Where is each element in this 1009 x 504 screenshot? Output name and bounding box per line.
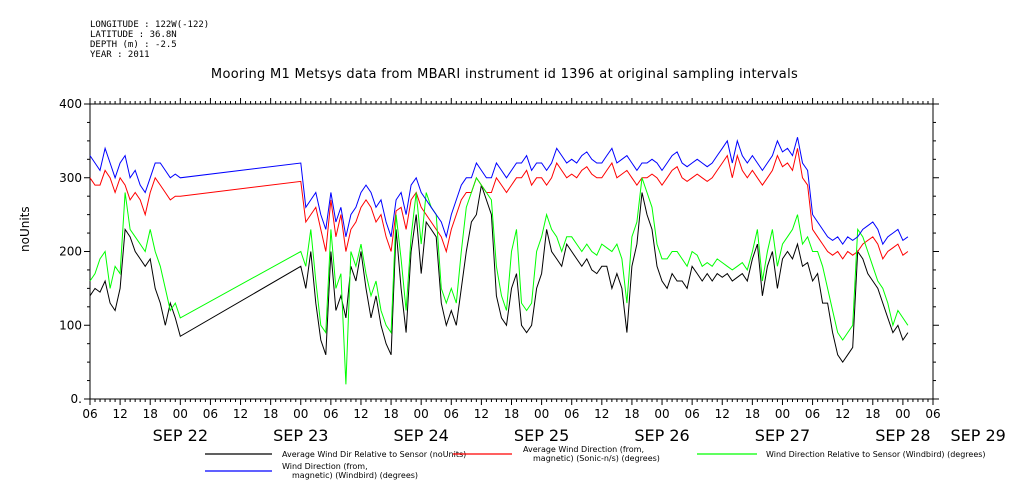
legend-label: Average Wind Dir Relative to Sensor (noU… bbox=[282, 450, 466, 459]
axes-group: 0. 100 200 300 400 06 12 18 00 06 12 18 00 06 12 18 00 06… bbox=[59, 97, 1006, 445]
series-line bbox=[89, 148, 909, 261]
legend-entry: Wind Direction Relative to Sensor (Windb… bbox=[697, 450, 986, 459]
x-tick-label: 18 bbox=[865, 407, 880, 421]
x-tick-label: 12 bbox=[233, 407, 248, 421]
legend-label: magnetic) (Sonic-n/s) (degrees) bbox=[533, 454, 660, 463]
day-label: SEP 24 bbox=[393, 426, 448, 445]
x-tick-label: 18 bbox=[263, 407, 278, 421]
x-tick-label: 12 bbox=[112, 407, 127, 421]
series-2 bbox=[89, 148, 909, 261]
x-tick-label: 00 bbox=[173, 407, 188, 421]
depth-text: DEPTH (m) : -2.5 bbox=[90, 40, 177, 50]
day-label: SEP 27 bbox=[755, 426, 810, 445]
x-tick-label: 06 bbox=[203, 407, 218, 421]
metadata-block: LONGITUDE : 122W(-122) LATITUDE : 36.8N … bbox=[90, 20, 209, 60]
x-tick-label: 12 bbox=[715, 407, 730, 421]
year-text: YEAR : 2011 bbox=[90, 50, 150, 60]
y-tick-label: 400 bbox=[59, 97, 82, 111]
x-tick-label: 18 bbox=[745, 407, 760, 421]
x-tick-label: 00 bbox=[414, 407, 429, 421]
x-tick-label: 18 bbox=[383, 407, 398, 421]
legend-entry: Average Wind Dir Relative to Sensor (noU… bbox=[205, 450, 466, 459]
x-tick-label: 06 bbox=[925, 407, 940, 421]
day-label: SEP 28 bbox=[875, 426, 930, 445]
legend-label: Average Wind Direction (from, bbox=[523, 445, 644, 454]
y-tick-label: 0. bbox=[71, 392, 82, 406]
x-tick-label: 12 bbox=[474, 407, 489, 421]
x-tick-label: 06 bbox=[564, 407, 579, 421]
y-tick-label: 200 bbox=[59, 245, 82, 259]
chart-title: Mooring M1 Metsys data from MBARI instru… bbox=[210, 67, 799, 82]
day-label: SEP 22 bbox=[153, 426, 208, 445]
x-tick-label: 00 bbox=[534, 407, 549, 421]
series-line bbox=[89, 137, 909, 246]
x-tick-label: 18 bbox=[624, 407, 639, 421]
x-tick-label: 06 bbox=[82, 407, 97, 421]
latitude-text: LATITUDE : 36.8N bbox=[90, 30, 177, 40]
day-label: SEP 25 bbox=[514, 426, 569, 445]
x-tick-label: 00 bbox=[654, 407, 669, 421]
longitude-text: LONGITUDE : 122W(-122) bbox=[90, 20, 210, 30]
day-label: SEP 29 bbox=[950, 426, 1005, 445]
x-tick-label: 12 bbox=[353, 407, 368, 421]
x-tick-label: 18 bbox=[143, 407, 158, 421]
x-tick-label: 00 bbox=[293, 407, 308, 421]
x-tick-label: 06 bbox=[685, 407, 700, 421]
series-group bbox=[89, 137, 909, 385]
x-tick-label: 00 bbox=[895, 407, 910, 421]
series-3 bbox=[89, 176, 909, 385]
legend-label: magnetic) (Windbird) (degrees) bbox=[292, 471, 418, 480]
x-tick-label: 00 bbox=[775, 407, 790, 421]
x-tick-label: 06 bbox=[805, 407, 820, 421]
day-label: SEP 23 bbox=[273, 426, 328, 445]
x-tick-label: 06 bbox=[444, 407, 459, 421]
series-1 bbox=[89, 184, 909, 363]
legend: Average Wind Dir Relative to Sensor (noU… bbox=[205, 445, 986, 480]
series-line bbox=[89, 176, 909, 385]
legend-entry: Average Wind Direction (from,magnetic) (… bbox=[453, 445, 660, 463]
series-line bbox=[89, 184, 909, 363]
x-tick-label: 12 bbox=[835, 407, 850, 421]
legend-entry: Wind Direction (from,magnetic) (Windbird… bbox=[205, 462, 418, 480]
x-tick-label: 18 bbox=[504, 407, 519, 421]
x-tick-label: 06 bbox=[323, 407, 338, 421]
y-tick-label: 300 bbox=[59, 171, 82, 185]
day-label: SEP 26 bbox=[634, 426, 689, 445]
series-4 bbox=[89, 137, 909, 246]
x-tick-label: 12 bbox=[594, 407, 609, 421]
legend-label: Wind Direction Relative to Sensor (Windb… bbox=[766, 450, 986, 459]
legend-label: Wind Direction (from, bbox=[282, 462, 368, 471]
y-tick-label: 100 bbox=[59, 318, 82, 332]
